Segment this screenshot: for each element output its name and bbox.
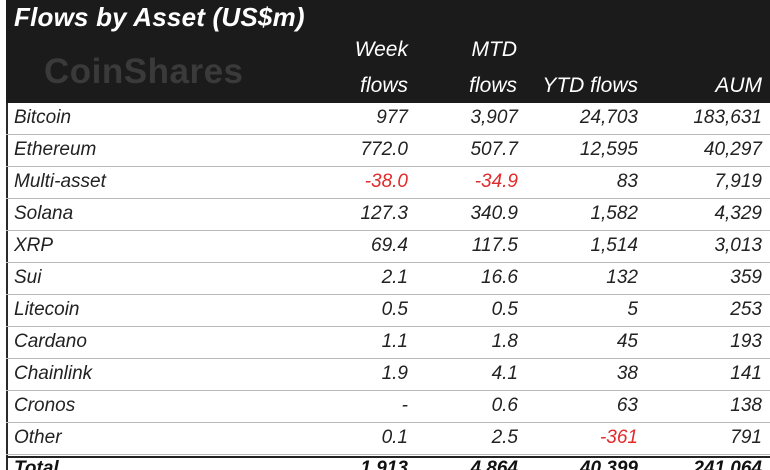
title-bar	[6, 0, 770, 36]
cell-aum: 193	[730, 331, 762, 352]
table-row: Sui 2.1 16.6 132 359	[6, 263, 770, 295]
header-row	[6, 36, 770, 103]
cell-ytd: 38	[616, 363, 638, 384]
table-row: Bitcoin 977 3,907 24,703 183,631	[6, 103, 770, 135]
cell-aum: 359	[730, 267, 762, 288]
table-row: Litecoin 0.5 0.5 5 253	[6, 295, 770, 327]
total-ytd: 40,399	[579, 458, 638, 470]
header-mtd-line2: flows	[469, 74, 517, 97]
row-divider	[6, 262, 770, 263]
header-aum: AUM	[715, 74, 762, 97]
cell-mtd: 117.5	[471, 235, 518, 256]
left-border	[6, 103, 8, 470]
header-mtd-line1: MTD	[471, 38, 518, 61]
cell-ytd: -361	[599, 427, 638, 448]
cell-asset: Chainlink	[14, 363, 93, 384]
cell-mtd: 0.6	[491, 395, 518, 416]
cell-week: -	[401, 395, 408, 416]
total-week: 1,913	[360, 458, 408, 470]
table-row: Multi-asset -38.0 -34.9 83 7,919	[6, 167, 770, 199]
cell-aum: 4,329	[714, 203, 762, 224]
cell-week: 977	[376, 107, 408, 128]
cell-mtd: 1.8	[491, 331, 518, 352]
header-ytd: YTD flows	[542, 74, 638, 97]
row-divider	[6, 422, 770, 423]
header-week-line1: Week	[354, 38, 408, 61]
cell-asset: Solana	[14, 203, 74, 224]
cell-mtd: -34.9	[474, 171, 518, 192]
cell-asset: Litecoin	[14, 299, 80, 320]
cell-ytd: 83	[616, 171, 638, 192]
cell-week: 772.0	[360, 139, 408, 160]
table-row: XRP 69.4 117.5 1,514 3,013	[6, 231, 770, 263]
row-divider	[6, 326, 770, 327]
cell-aum: 141	[730, 363, 762, 384]
table-row: Cronos - 0.6 63 138	[6, 391, 770, 423]
cell-ytd: 132	[606, 267, 638, 288]
row-divider	[6, 294, 770, 295]
cell-ytd: 1,514	[590, 235, 638, 256]
row-divider	[6, 358, 770, 359]
table-row: Ethereum 772.0 507.7 12,595 40,297	[6, 135, 770, 167]
total-row: Total 1,913 4,864 40,399 241,064	[6, 458, 770, 470]
cell-asset: Sui	[14, 267, 42, 288]
header-week-line2: flows	[360, 74, 408, 97]
cell-asset: Cronos	[14, 395, 76, 416]
cell-mtd: 340.9	[470, 203, 518, 224]
cell-aum: 138	[730, 395, 762, 416]
cell-ytd: 45	[616, 331, 638, 352]
total-aum: 241,064	[693, 458, 762, 470]
cell-asset: Cardano	[14, 331, 87, 352]
cell-week: 2.1	[381, 267, 408, 288]
cell-week: -38.0	[364, 171, 408, 192]
cell-ytd: 1,582	[590, 203, 638, 224]
row-divider	[6, 134, 770, 135]
cell-ytd: 12,595	[579, 139, 638, 160]
cell-aum: 253	[730, 299, 762, 320]
table-row: Solana 127.3 340.9 1,582 4,329	[6, 199, 770, 231]
cell-week: 127.3	[360, 203, 408, 224]
row-divider	[6, 230, 770, 231]
cell-aum: 791	[730, 427, 762, 448]
cell-week: 0.5	[381, 299, 408, 320]
row-divider	[6, 166, 770, 167]
cell-ytd: 63	[616, 395, 638, 416]
cell-week: 1.9	[381, 363, 408, 384]
total-separator	[6, 456, 770, 458]
cell-mtd: 0.5	[491, 299, 518, 320]
cell-asset: Ethereum	[14, 139, 97, 160]
cell-aum: 3,013	[714, 235, 762, 256]
table-row: Other 0.1 2.5 -361 791	[6, 423, 770, 455]
table-row: Cardano 1.1 1.8 45 193	[6, 327, 770, 359]
cell-asset: Other	[14, 427, 62, 448]
cell-mtd: 4.1	[491, 363, 518, 384]
cell-mtd: 16.6	[481, 267, 518, 288]
cell-ytd: 5	[627, 299, 638, 320]
cell-asset: XRP	[14, 235, 54, 256]
cell-ytd: 24,703	[579, 107, 638, 128]
table-title: Flows by Asset (US$m)	[14, 2, 305, 32]
cell-aum: 40,297	[703, 139, 762, 160]
cell-asset: Multi-asset	[14, 171, 106, 192]
cell-week: 0.1	[381, 427, 408, 448]
cell-mtd: 2.5	[491, 427, 518, 448]
coinshares-logo: CoinShares	[44, 52, 244, 91]
cell-mtd: 3,907	[470, 107, 518, 128]
row-divider	[6, 390, 770, 391]
cell-week: 69.4	[371, 235, 408, 256]
cell-aum: 7,919	[714, 171, 762, 192]
table-row: Chainlink 1.9 4.1 38 141	[6, 359, 770, 391]
row-divider	[6, 198, 770, 199]
cell-asset: Bitcoin	[14, 107, 72, 128]
total-label: Total	[14, 458, 59, 470]
cell-mtd: 507.7	[470, 139, 518, 160]
cell-aum: 183,631	[693, 107, 762, 128]
row-divider	[6, 454, 770, 455]
cell-week: 1.1	[381, 331, 408, 352]
total-mtd: 4,864	[470, 458, 518, 470]
